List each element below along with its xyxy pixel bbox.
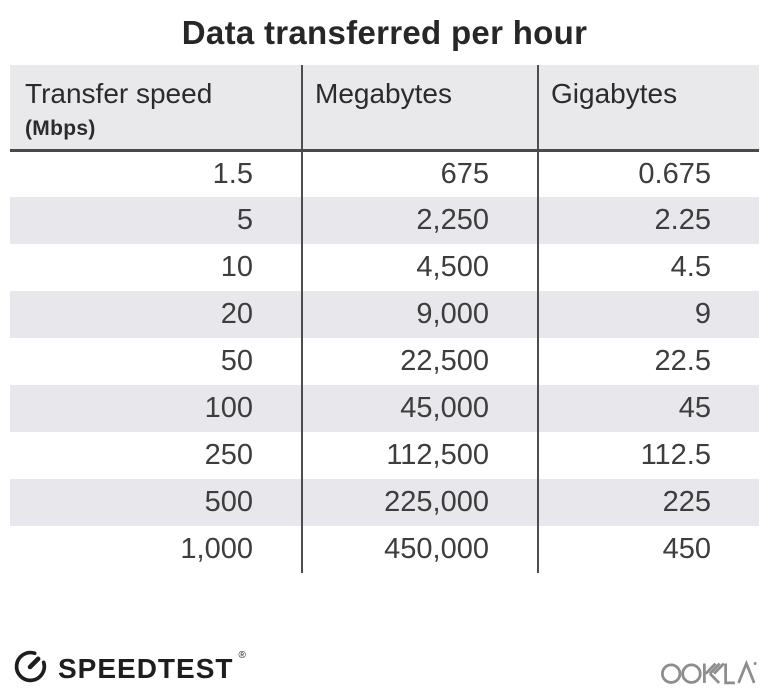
cell-megabytes: 450,000 (301, 526, 538, 573)
cell-megabytes: 225,000 (301, 479, 538, 526)
cell-gigabytes: 22.5 (537, 338, 759, 385)
cell-gigabytes: 0.675 (537, 150, 759, 197)
cell-megabytes: 9,000 (301, 291, 538, 338)
header-transfer-speed-unit: (Mbps) (25, 117, 96, 140)
page-title: Data transferred per hour (181, 14, 588, 51)
header-gigabytes: Gigabytes (537, 65, 759, 152)
cell-megabytes: 22,500 (301, 338, 538, 385)
cell-transfer-speed: 250 (204, 439, 253, 471)
cell-gigabytes: 4.5 (537, 244, 759, 291)
table-row: 20 9,000 9 (10, 291, 759, 338)
ookla-logo: OOKLA (661, 653, 757, 690)
table-row: 500 225,000 225 (10, 479, 759, 526)
cell-transfer-speed: 20 (220, 298, 253, 330)
table-row: 1.5 675 0.675 (10, 150, 759, 197)
cell-transfer-speed: 100 (204, 392, 253, 424)
speedtest-logo: SPEEDTEST ® (12, 648, 246, 690)
header-transfer-speed: Transfer speed (Mbps) (10, 65, 302, 152)
cell-megabytes: 675 (301, 150, 538, 197)
cell-transfer-speed: 50 (220, 345, 253, 377)
table-row: 5 2,250 2.25 (10, 197, 759, 244)
cell-megabytes: 4,500 (301, 244, 538, 291)
cell-transfer-speed: 5 (236, 204, 253, 236)
table-row: 1,000 450,000 450 (10, 526, 759, 573)
cell-gigabytes: 112.5 (537, 432, 759, 479)
table-row: 250 112,500 112.5 (10, 432, 759, 479)
cell-megabytes: 112,500 (301, 432, 538, 479)
cell-transfer-speed: 1.5 (212, 157, 253, 190)
data-table: Transfer speed (Mbps) Megabytes Gigabyte… (10, 65, 759, 573)
header-megabytes: Megabytes (301, 65, 538, 152)
cell-transfer-speed: 1,000 (180, 533, 253, 565)
speedtest-registered-mark: ® (238, 650, 246, 661)
table-header: Transfer speed (Mbps) Megabytes Gigabyte… (10, 65, 759, 152)
cell-gigabytes: 2.25 (537, 197, 759, 244)
footer: SPEEDTEST ® OOKLA (12, 648, 757, 690)
cell-gigabytes: 45 (537, 385, 759, 432)
header-transfer-speed-label: Transfer speed (25, 78, 213, 109)
cell-gigabytes: 9 (537, 291, 759, 338)
cell-transfer-speed: 10 (220, 251, 253, 283)
cell-megabytes: 2,250 (301, 197, 538, 244)
table-body: 1.5 675 0.675 5 2,250 2.25 10 4,500 4.5 … (10, 150, 759, 573)
cell-megabytes: 45,000 (301, 385, 538, 432)
ookla-wordmark-icon (661, 659, 757, 691)
table-row: 50 22,500 22.5 (10, 338, 759, 385)
speedtest-wordmark: SPEEDTEST (58, 653, 234, 684)
table-row: 10 4,500 4.5 (10, 244, 759, 291)
cell-gigabytes: 225 (537, 479, 759, 526)
speedtest-gauge-icon (12, 648, 49, 690)
table-row: 100 45,000 45 (10, 385, 759, 432)
header-row: Transfer speed (Mbps) Megabytes Gigabyte… (10, 65, 759, 152)
cell-transfer-speed: 500 (204, 486, 253, 518)
cell-gigabytes: 450 (537, 526, 759, 573)
